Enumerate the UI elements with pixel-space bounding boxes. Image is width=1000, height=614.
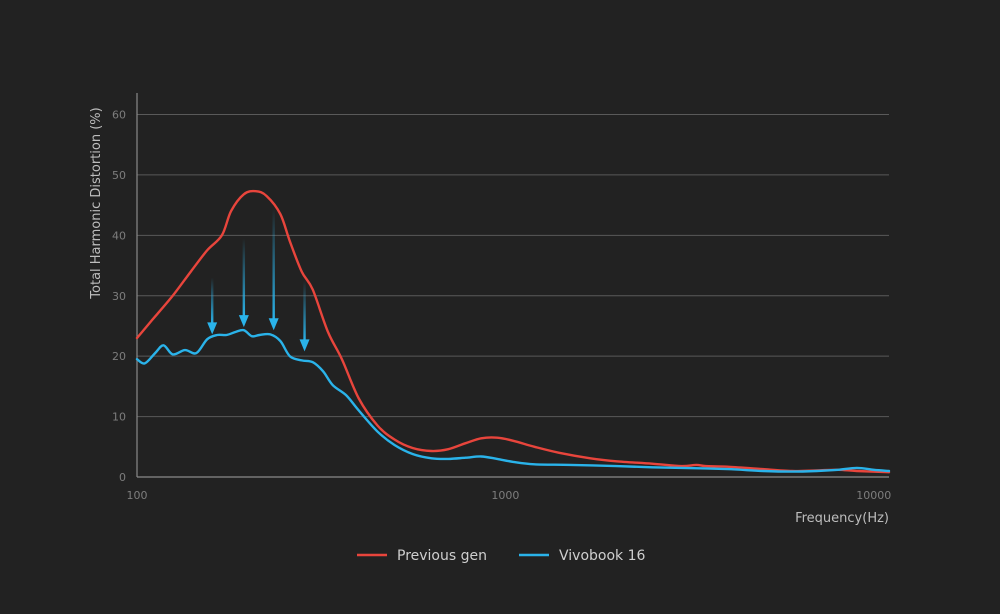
down-arrow: [268, 208, 279, 331]
arrow-shaft: [242, 238, 246, 318]
y-tick-label: 20: [112, 350, 126, 363]
legend-item: Vivobook 16: [519, 548, 645, 564]
y-tick-label: 60: [112, 109, 126, 122]
arrow-shaft: [303, 280, 306, 342]
series-line-previous-gen: [135, 189, 891, 474]
reduction-arrows: [207, 208, 310, 352]
arrow-shaft: [210, 277, 214, 325]
arrow-head: [238, 315, 249, 328]
series-line-vivobook-16: [135, 328, 891, 473]
x-axis-title: Frequency(Hz): [795, 511, 889, 526]
y-tick-label: 10: [112, 411, 126, 424]
down-arrow: [207, 277, 218, 335]
arrow-shaft: [272, 208, 275, 321]
x-tick-label: 100: [127, 489, 148, 502]
x-tick-label: 1000: [491, 489, 519, 502]
grid-lines: [137, 114, 889, 418]
down-arrow: [299, 280, 310, 352]
y-tick-label: 40: [112, 229, 126, 242]
y-axis-title: Total Harmonic Distortion (%): [89, 107, 104, 299]
arrow-head: [299, 339, 310, 352]
series-lines: [135, 189, 891, 474]
y-tick-label: 50: [112, 169, 126, 182]
x-axis: 100 1000 10000: [127, 476, 891, 502]
y-tick-label: 30: [112, 290, 126, 303]
legend: Previous gen Vivobook 16: [357, 548, 645, 564]
arrow-head: [268, 318, 279, 331]
legend-label: Vivobook 16: [559, 548, 645, 564]
down-arrow: [238, 238, 249, 328]
arrow-head: [207, 322, 218, 335]
y-axis: 0 10 20 30 40 50 60: [112, 93, 138, 484]
legend-label: Previous gen: [397, 548, 487, 564]
x-tick-label: 10000: [856, 489, 891, 502]
legend-item: Previous gen: [357, 548, 487, 564]
y-tick-label: 0: [119, 471, 126, 484]
